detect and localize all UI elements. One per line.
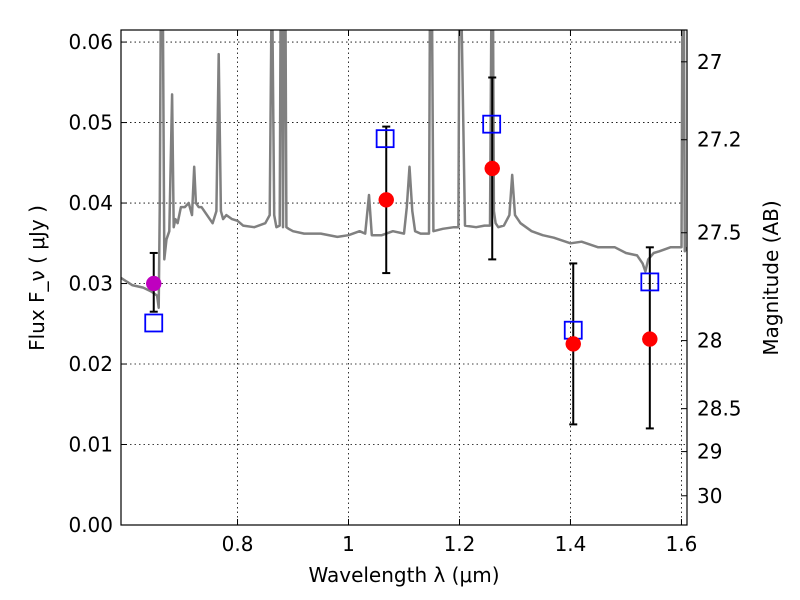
y-tick-label: 0.06	[68, 30, 113, 54]
mag-tick-label: 28.5	[697, 397, 742, 421]
error-bars	[149, 76, 654, 430]
mag-tick-label: 27	[697, 50, 722, 74]
data-point-circle	[378, 192, 394, 208]
plot-frame	[120, 29, 688, 526]
model-point-square	[375, 129, 395, 149]
model-point-square	[144, 313, 164, 333]
data-point-circle	[145, 275, 162, 292]
y-tick-label: 0.02	[68, 352, 113, 376]
x-tick-label: 0.8	[222, 532, 254, 556]
data-markers	[144, 114, 660, 352]
x-tick-label: 1.6	[666, 532, 698, 556]
y-tick-label: 0.00	[68, 513, 113, 537]
data-point-circle	[642, 331, 658, 347]
y-tick-label: 0.01	[68, 433, 113, 457]
data-point-circle	[565, 336, 581, 352]
model-spectrum	[121, 30, 687, 309]
mag-tick-label: 27.5	[697, 221, 742, 245]
x-tick-label: 1	[342, 532, 355, 556]
y-axis-label-left: Flux F_ν ( μJy )	[25, 205, 49, 351]
axis-ticks	[121, 30, 687, 526]
x-tick-label: 1.4	[555, 532, 587, 556]
y-tick-label: 0.03	[68, 272, 113, 296]
y-tick-label: 0.04	[68, 191, 113, 215]
mag-tick-label: 29	[697, 440, 722, 464]
spectrum-line	[121, 30, 687, 309]
mag-tick-label: 28	[697, 329, 722, 353]
model-point-square	[640, 272, 660, 292]
tick-labels: 0.8 1 1.2 1.4 1.6 0.00 0.01 0.02 0.03 0.04 0.05 0.0…	[68, 30, 741, 556]
y-tick-label: 0.05	[68, 111, 113, 135]
x-axis-label: Wavelength λ (μm)	[308, 563, 499, 587]
model-point-square	[482, 114, 502, 134]
mag-tick-label: 30	[697, 484, 722, 508]
x-tick-label: 1.2	[444, 532, 476, 556]
grid	[121, 30, 687, 525]
data-point-circle	[484, 160, 500, 177]
mag-tick-label: 27.2	[697, 128, 742, 152]
y-axis-label-right: Magnitude (AB)	[759, 200, 783, 355]
